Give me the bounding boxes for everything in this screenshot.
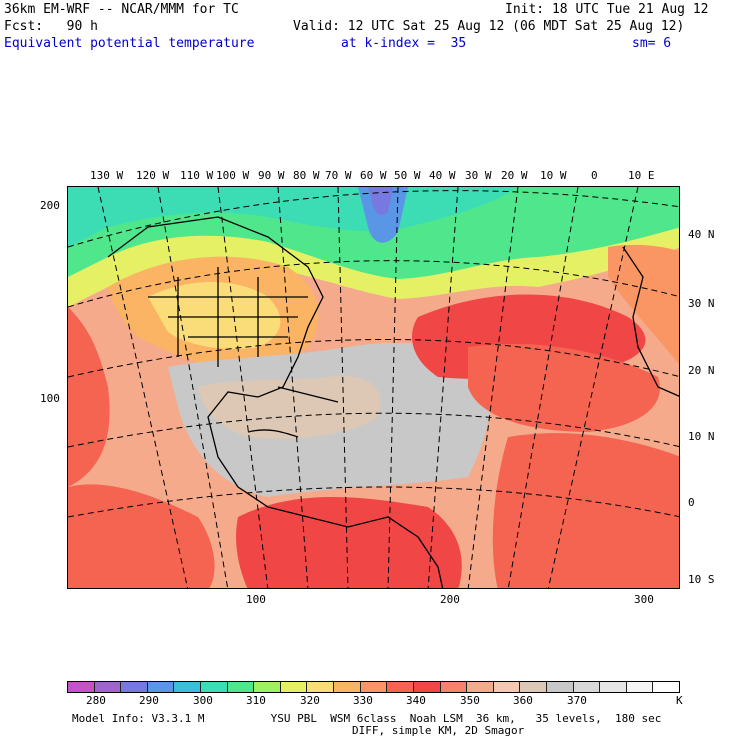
- colorbar-label: 350: [460, 694, 480, 707]
- lat-tick: 10 N: [688, 430, 715, 443]
- colorbar-swatch: [254, 682, 281, 692]
- forecast-hour: Fcst: 90 h: [4, 19, 98, 34]
- lon-tick: 70 W: [325, 169, 352, 182]
- colorbar-swatch: [360, 682, 388, 692]
- colorbar-swatch: [227, 682, 255, 692]
- valid-time: Valid: 12 UTC Sat 25 Aug 12 (06 MDT Sat …: [293, 19, 685, 34]
- colorbar-label: 280: [86, 694, 106, 707]
- lon-tick: 80 W: [293, 169, 320, 182]
- colorbar-swatch: [413, 682, 441, 692]
- lon-tick: 20 W: [501, 169, 528, 182]
- model-info-2: DIFF, simple KM, 2D Smagor: [352, 724, 525, 737]
- model-info: Model Info: V3.3.1 M YSU PBL WSM 6class …: [72, 712, 662, 725]
- colorbar-swatch: [467, 682, 494, 692]
- colorbar-label: 300: [193, 694, 213, 707]
- lat-tick: 0: [688, 496, 695, 509]
- colorbar-label: 370: [567, 694, 587, 707]
- lat-tick: 30 N: [688, 297, 715, 310]
- colorbar-label: 340: [406, 694, 426, 707]
- colorbar-swatch: [546, 682, 574, 692]
- smooth-label: sm= 6: [632, 36, 672, 51]
- colorbar-swatch: [121, 682, 148, 692]
- colorbar-label: 360: [513, 694, 533, 707]
- grid-y-tick: 100: [40, 392, 60, 405]
- field-name: Equivalent potential temperature: [4, 36, 255, 51]
- colorbar-swatch: [307, 682, 335, 692]
- colorbar-swatch: [201, 682, 228, 692]
- colorbar-swatch: [573, 682, 601, 692]
- colorbar-label: 310: [246, 694, 266, 707]
- colorbar-swatch: [94, 682, 122, 692]
- lon-tick: 90 W: [258, 169, 285, 182]
- colorbar-swatch: [520, 682, 547, 692]
- lon-tick: 110 W: [180, 169, 214, 182]
- grid-x-tick: 100: [246, 593, 266, 606]
- lon-tick: 60 W: [360, 169, 387, 182]
- lon-tick: 50 W: [394, 169, 421, 182]
- colorbar-swatch: [68, 682, 95, 692]
- init-time: Init: 18 UTC Tue 21 Aug 12: [505, 2, 709, 17]
- lat-tick: 20 N: [688, 364, 715, 377]
- colorbar-unit: K: [676, 694, 683, 707]
- lon-tick: 100 W: [216, 169, 250, 182]
- lon-tick: 30 W: [465, 169, 492, 182]
- colorbar-swatch: [600, 682, 627, 692]
- colorbar-swatch: [653, 682, 680, 692]
- colorbar-swatch: [174, 682, 202, 692]
- model-title: 36km EM-WRF -- NCAR/MMM for TC: [4, 2, 239, 17]
- colorbar-label: 330: [353, 694, 373, 707]
- lat-tick: 10 S: [688, 573, 715, 586]
- map-field: [68, 187, 679, 588]
- colorbar-label: 320: [300, 694, 320, 707]
- grid-x-tick: 200: [440, 593, 460, 606]
- lon-tick: 10 W: [540, 169, 567, 182]
- colorbar: [67, 681, 680, 693]
- theta-e-map: [67, 186, 680, 589]
- grid-y-tick: 200: [40, 199, 60, 212]
- colorbar-swatch: [147, 682, 175, 692]
- colorbar-label: 290: [139, 694, 159, 707]
- colorbar-swatch: [440, 682, 468, 692]
- colorbar-swatch: [334, 682, 361, 692]
- level-label: at k-index = 35: [341, 36, 467, 51]
- lat-tick: 40 N: [688, 228, 715, 241]
- lon-tick: 130 W: [90, 169, 124, 182]
- colorbar-swatch: [493, 682, 521, 692]
- lon-tick: 120 W: [136, 169, 170, 182]
- colorbar-swatch: [387, 682, 414, 692]
- lon-tick: 0: [591, 169, 598, 182]
- colorbar-swatch: [280, 682, 308, 692]
- lon-tick: 40 W: [429, 169, 456, 182]
- colorbar-swatch: [626, 682, 654, 692]
- grid-x-tick: 300: [634, 593, 654, 606]
- lon-tick: 10 E: [628, 169, 655, 182]
